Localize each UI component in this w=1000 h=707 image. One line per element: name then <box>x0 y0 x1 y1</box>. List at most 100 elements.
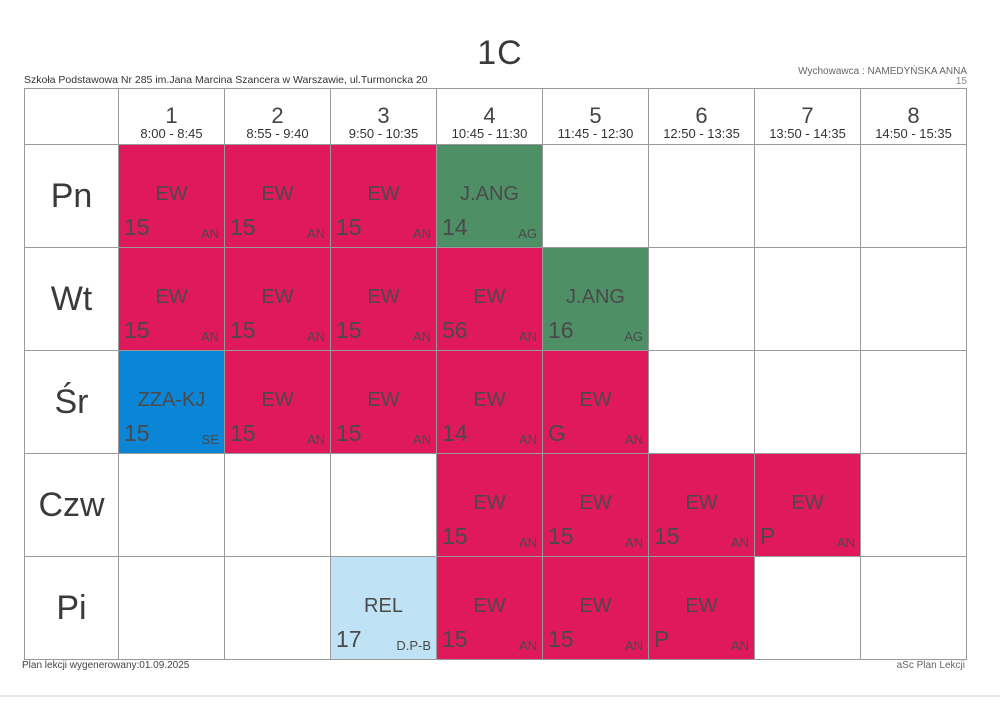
lesson-teacher: AN <box>412 432 431 447</box>
period-number: 7 <box>801 103 814 128</box>
period-number: 8 <box>907 103 920 128</box>
period-header: 8 14:50 - 15:35 <box>860 88 967 145</box>
period-time: 14:50 - 15:35 <box>875 126 952 141</box>
period-time: 12:50 - 13:35 <box>663 126 740 141</box>
lesson-subject: EW <box>685 595 718 617</box>
lesson-block: EW P AN <box>755 454 860 556</box>
lesson-subject: EW <box>685 492 718 514</box>
lesson-cell: J.ANG 14 AG <box>436 144 543 248</box>
lesson-room: 15 <box>124 214 150 240</box>
lesson-room: 15 <box>442 523 468 549</box>
lesson-cell: EW 15 AN <box>648 453 755 557</box>
lesson-teacher: AN <box>306 432 325 447</box>
lesson-block: J.ANG 14 AG <box>437 145 542 247</box>
lesson-room: 15 <box>230 214 256 240</box>
lesson-room: 15 <box>230 317 256 343</box>
period-number: 4 <box>483 103 496 128</box>
period-header: 4 10:45 - 11:30 <box>436 88 543 145</box>
lesson-teacher: AG <box>624 329 643 344</box>
lesson-room: 15 <box>336 420 362 446</box>
lesson-subject: EW <box>473 595 506 617</box>
lesson-cell: EW 15 AN <box>330 350 437 454</box>
day-row: Czw EW 15 AN EW 15 AN EW 15 AN EW P AN <box>24 453 967 557</box>
empty-cell <box>754 144 861 248</box>
period-number: 2 <box>271 103 284 128</box>
day-label: Czw <box>24 453 119 557</box>
empty-cell <box>860 144 967 248</box>
period-time: 8:00 - 8:45 <box>140 126 203 141</box>
lesson-subject: EW <box>579 595 612 617</box>
lesson-room: G <box>548 420 566 446</box>
lesson-block: EW 14 AN <box>437 351 542 453</box>
empty-cell <box>754 556 861 660</box>
lesson-room: 15 <box>548 626 574 652</box>
lesson-teacher: SE <box>201 432 219 447</box>
lesson-subject: REL <box>364 595 403 617</box>
lesson-subject: EW <box>155 183 188 205</box>
lesson-cell: EW 15 AN <box>224 144 331 248</box>
lesson-cell: EW P AN <box>754 453 861 557</box>
lesson-teacher: AN <box>306 226 325 241</box>
day-label: Pn <box>24 144 119 248</box>
lesson-room: P <box>654 626 670 652</box>
lesson-cell: J.ANG 16 AG <box>542 247 649 351</box>
lesson-teacher: AN <box>624 638 643 653</box>
lesson-teacher: AN <box>518 535 537 550</box>
lesson-block: EW 15 AN <box>649 454 754 556</box>
lesson-subject: EW <box>473 492 506 514</box>
day-row: Pn EW 15 AN EW 15 AN EW 15 AN J.ANG 14 AG <box>24 144 967 248</box>
lesson-cell: EW 15 AN <box>224 350 331 454</box>
lesson-cell: EW 15 AN <box>330 144 437 248</box>
lesson-block: EW P AN <box>649 557 754 659</box>
lesson-block: EW 15 AN <box>437 454 542 556</box>
day-row: Wt EW 15 AN EW 15 AN EW 15 AN EW 56 AN J.ANG 16 AG <box>24 247 967 351</box>
lesson-subject: EW <box>473 286 506 308</box>
school-name: Szkoła Podstawowa Nr 285 im.Jana Marcina… <box>24 74 428 86</box>
lesson-room: P <box>760 523 776 549</box>
lesson-subject: EW <box>367 286 400 308</box>
lesson-block: EW 15 AN <box>225 248 330 350</box>
corner-cell <box>24 88 119 145</box>
homeroom-room: 15 <box>955 76 967 87</box>
lesson-teacher: AN <box>518 329 537 344</box>
period-header: 2 8:55 - 9:40 <box>224 88 331 145</box>
lesson-cell: EW 15 AN <box>118 247 225 351</box>
lesson-cell: EW P AN <box>648 556 755 660</box>
period-number: 6 <box>695 103 708 128</box>
lesson-teacher: AN <box>200 329 219 344</box>
period-header: 1 8:00 - 8:45 <box>118 88 225 145</box>
lesson-room: 14 <box>442 214 468 240</box>
lesson-block: J.ANG 16 AG <box>543 248 648 350</box>
lesson-teacher: AN <box>730 535 749 550</box>
lesson-teacher: AN <box>518 432 537 447</box>
lesson-subject: ZZA-KJ <box>137 389 206 411</box>
lesson-room: 15 <box>124 317 150 343</box>
period-time: 8:55 - 9:40 <box>246 126 309 141</box>
lesson-room: 15 <box>336 214 362 240</box>
lesson-block: EW 15 AN <box>543 454 648 556</box>
lesson-room: 15 <box>336 317 362 343</box>
lesson-block: EW 15 AN <box>543 557 648 659</box>
lesson-cell: EW 15 AN <box>118 144 225 248</box>
period-header: 6 12:50 - 13:35 <box>648 88 755 145</box>
period-time: 13:50 - 14:35 <box>769 126 846 141</box>
lesson-room: 17 <box>336 626 362 652</box>
lesson-teacher: AN <box>730 638 749 653</box>
lesson-cell: EW 15 AN <box>542 556 649 660</box>
lesson-block: EW 15 AN <box>331 248 436 350</box>
lesson-room: 15 <box>230 420 256 446</box>
lesson-teacher: AN <box>306 329 325 344</box>
generated-date: Plan lekcji wygenerowany:01.09.2025 <box>22 660 190 671</box>
day-row: Śr ZZA-KJ 15 SE EW 15 AN EW 15 AN EW 14 AN EW G AN <box>24 350 967 454</box>
homeroom-teacher: Wychowawca : NAMEDYŃSKA ANNA <box>798 66 967 77</box>
lesson-cell: EW 15 AN <box>436 556 543 660</box>
empty-cell <box>118 453 225 557</box>
day-label: Pi <box>24 556 119 660</box>
lesson-cell: EW 15 AN <box>542 453 649 557</box>
empty-cell <box>648 144 755 248</box>
empty-cell <box>860 453 967 557</box>
lesson-block: EW G AN <box>543 351 648 453</box>
lesson-cell: REL 17 D.P-B <box>330 556 437 660</box>
class-title: 1C <box>477 34 523 72</box>
lesson-cell: EW 15 AN <box>330 247 437 351</box>
